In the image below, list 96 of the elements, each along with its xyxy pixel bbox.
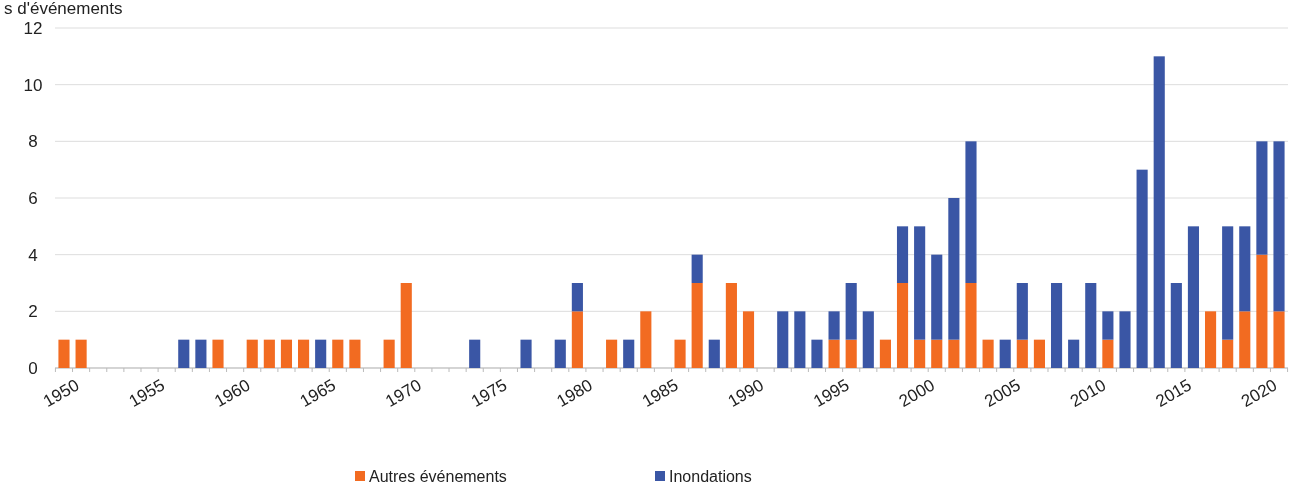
x-tick-label: 2010 <box>1066 375 1110 411</box>
x-tick-label: 2020 <box>1238 375 1281 411</box>
x-tick-label: 1995 <box>810 375 853 411</box>
bar <box>1239 311 1251 368</box>
bar <box>965 141 977 283</box>
bar <box>315 339 327 368</box>
x-tick-label: 2015 <box>1152 375 1195 411</box>
bar <box>896 226 909 283</box>
bar <box>1102 311 1114 340</box>
x-tick-label: 2000 <box>895 375 939 411</box>
bar <box>640 311 652 368</box>
bar <box>1136 169 1148 368</box>
bar <box>1222 226 1234 340</box>
bar <box>1256 141 1268 255</box>
y-tick-label: 6 <box>28 188 38 208</box>
bar <box>828 339 840 368</box>
x-tick-label: 1990 <box>724 375 767 411</box>
bar <box>862 311 874 368</box>
bar <box>554 339 566 368</box>
y-axis-title: s d'événements <box>4 0 123 18</box>
legend-label: Inondations <box>669 468 752 485</box>
x-tick-label: 1970 <box>382 375 425 411</box>
x-tick-label: 1985 <box>639 375 682 411</box>
bar <box>58 339 70 368</box>
y-tick-label: 10 <box>23 75 43 95</box>
bar <box>298 339 310 368</box>
bar <box>691 283 703 368</box>
bar <box>1170 283 1182 368</box>
x-tick-label: 1960 <box>211 375 254 411</box>
bar <box>879 339 891 368</box>
bar <box>1085 283 1097 368</box>
bar <box>349 339 361 368</box>
bar <box>75 339 87 368</box>
bar <box>1119 311 1131 368</box>
bar <box>195 339 207 368</box>
y-tick-label: 8 <box>28 132 38 152</box>
bar <box>948 339 960 368</box>
bar <box>691 254 703 283</box>
bar <box>1016 283 1028 340</box>
bar <box>999 339 1011 368</box>
bar <box>1273 141 1285 312</box>
bar <box>280 339 293 368</box>
legend-label: Autres événements <box>369 468 507 485</box>
bar <box>469 339 481 368</box>
bar <box>914 339 926 368</box>
bar <box>828 311 840 340</box>
bar <box>1222 339 1234 368</box>
bar <box>383 339 395 368</box>
bar <box>1153 56 1165 368</box>
bar <box>948 198 960 340</box>
y-tick-label: 12 <box>23 18 43 38</box>
x-tick-label: 1965 <box>296 375 340 411</box>
x-tick-label: 1950 <box>40 375 83 411</box>
bar <box>1256 254 1268 368</box>
bar <box>896 283 909 368</box>
bar <box>623 339 635 368</box>
x-tick-label: 1980 <box>553 375 596 411</box>
bar <box>1068 339 1080 368</box>
bar <box>1273 311 1285 368</box>
x-tick-label: 1975 <box>467 375 511 411</box>
bar <box>845 283 857 340</box>
bar <box>1239 226 1251 312</box>
bar <box>725 283 737 368</box>
bar <box>1033 339 1045 368</box>
bar <box>708 339 720 368</box>
bar <box>571 283 583 312</box>
y-tick-label: 2 <box>28 302 38 322</box>
bar <box>332 339 344 368</box>
bar <box>931 254 943 340</box>
bar <box>606 339 618 368</box>
bar <box>674 339 686 368</box>
bar <box>914 226 926 340</box>
x-tick-label: 2005 <box>981 375 1024 411</box>
bar <box>571 311 583 368</box>
bar <box>1187 226 1200 368</box>
bar <box>965 283 977 368</box>
bar <box>1016 339 1028 368</box>
x-tick-label: 1955 <box>125 375 168 411</box>
bar <box>520 339 532 368</box>
bar <box>1205 311 1217 368</box>
bar <box>400 283 412 368</box>
bar <box>794 311 806 368</box>
bar <box>742 311 755 368</box>
bar <box>1050 283 1063 368</box>
bar <box>845 339 857 368</box>
bar <box>982 339 994 368</box>
bar <box>1102 339 1114 368</box>
bar <box>263 339 275 368</box>
bar <box>811 339 823 368</box>
bar <box>246 339 258 368</box>
bar <box>777 311 789 368</box>
bar <box>931 339 943 368</box>
bar <box>212 339 224 368</box>
y-tick-label: 0 <box>28 358 38 378</box>
bar <box>178 339 190 368</box>
y-tick-label: 4 <box>28 245 38 265</box>
